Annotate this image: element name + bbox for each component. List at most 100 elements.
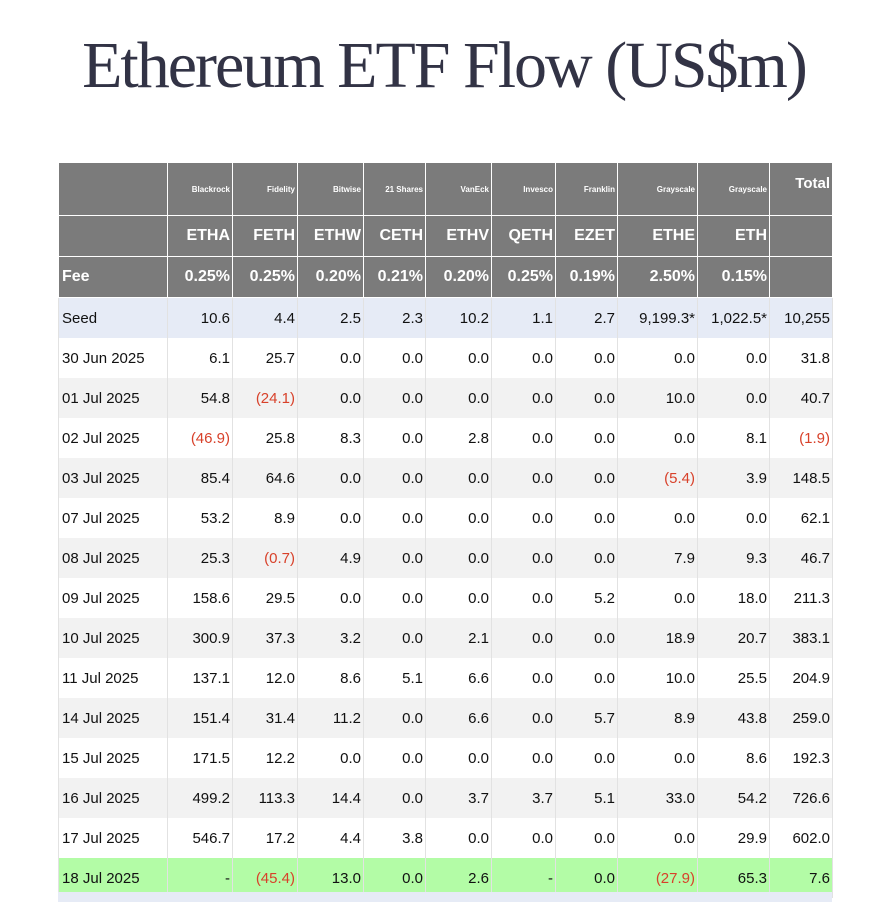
flow-cell: 0.0	[425, 538, 492, 578]
table-row: 30 Jun 2025 6.1 25.7 0.0 0.0 0.0 0.0 0.0 0.0 0.0 3…	[58, 338, 833, 378]
flow-cell: 5.2	[555, 578, 618, 618]
flow-cell: 0.0	[491, 658, 556, 698]
flow-cell: 0.0	[491, 818, 556, 858]
row-label: 17 Jul 2025	[58, 818, 168, 858]
row-label: 09 Jul 2025	[58, 578, 168, 618]
flow-cell: 64.6	[232, 458, 298, 498]
table-row: 18 Jul 2025- (45.4) 13.0 0.0 2.6-0.0 (27.9) 65…	[58, 858, 833, 898]
flow-cell: 29.9	[697, 818, 770, 858]
flow-cell: 18.9	[617, 618, 698, 658]
flow-cell: 151.4	[167, 698, 233, 738]
fee-header-row: Fee 0.25% 0.25% 0.20% 0.21% 0.20% 0.25% …	[58, 256, 833, 298]
table-row: 16 Jul 2025 499.2 113.3 14.4 0.0 3.7 3.7 5.1 33.…	[58, 778, 833, 818]
flow-cell: 10.0	[617, 658, 698, 698]
flow-cell: 0.0	[363, 618, 426, 658]
fee-value: 0.15%	[697, 256, 770, 298]
flow-cell: 137.1	[167, 658, 233, 698]
etf-flow-table: Blackrock Fidelity Bitwise 21 Shares Van…	[58, 162, 833, 898]
flow-cell: 0.0	[491, 338, 556, 378]
flow-cell: 6.6	[425, 658, 492, 698]
fee-value	[769, 256, 833, 298]
flow-cell: 0.0	[297, 738, 364, 778]
row-label: Seed	[58, 297, 168, 338]
flow-cell: 65.3	[697, 858, 770, 898]
flow-cell: 0.0	[555, 538, 618, 578]
fee-value: 0.20%	[425, 256, 492, 298]
flow-cell: 0.0	[425, 738, 492, 778]
ticker-header: FETH	[232, 215, 298, 257]
total-cell: 259.0	[769, 698, 833, 738]
total-cell: 62.1	[769, 498, 833, 538]
flow-cell: 0.0	[297, 578, 364, 618]
flow-cell: (46.9)	[167, 418, 233, 458]
fee-label: Fee	[58, 256, 168, 298]
flow-cell: 17.2	[232, 818, 298, 858]
issuer-header-row: Blackrock Fidelity Bitwise 21 Shares Van…	[58, 162, 833, 216]
flow-cell: (0.7)	[232, 538, 298, 578]
flow-cell: 8.1	[697, 418, 770, 458]
flow-cell: 37.3	[232, 618, 298, 658]
fee-value: 0.25%	[232, 256, 298, 298]
flow-cell: 0.0	[555, 498, 618, 538]
flow-cell: 8.6	[297, 658, 364, 698]
flow-cell: 33.0	[617, 778, 698, 818]
flow-cell: 85.4	[167, 458, 233, 498]
total-cell: 602.0	[769, 818, 833, 858]
issuer-header: Franklin	[555, 162, 618, 216]
flow-cell: 0.0	[363, 458, 426, 498]
flow-cell: 10.0	[617, 378, 698, 418]
fee-value: 0.25%	[491, 256, 556, 298]
flow-cell: 18.0	[697, 578, 770, 618]
seed-row: Seed 10.6 4.4 2.5 2.3 10.2 1.1 2.7 9,199.3* 1,022…	[58, 297, 833, 338]
flow-cell: 0.0	[617, 578, 698, 618]
flow-cell: 0.0	[425, 338, 492, 378]
table-row: 11 Jul 2025 137.1 12.0 8.6 5.1 6.6 0.0 0.0 10.0 2…	[58, 658, 833, 698]
total-cell: 46.7	[769, 538, 833, 578]
flow-cell: 0.0	[363, 578, 426, 618]
flow-cell: 0.0	[363, 538, 426, 578]
issuer-header: Grayscale	[697, 162, 770, 216]
flow-cell: 10.6	[167, 297, 233, 338]
flow-cell: 0.0	[555, 458, 618, 498]
flow-cell: 0.0	[297, 378, 364, 418]
row-label: 11 Jul 2025	[58, 658, 168, 698]
row-label: 30 Jun 2025	[58, 338, 168, 378]
flow-cell: 3.7	[491, 778, 556, 818]
table-row: 09 Jul 2025 158.6 29.5 0.0 0.0 0.0 0.0 5.2 0.0 18…	[58, 578, 833, 618]
flow-cell: 2.6	[425, 858, 492, 898]
flow-cell: 12.2	[232, 738, 298, 778]
total-cell: 148.5	[769, 458, 833, 498]
flow-cell: 1.1	[491, 297, 556, 338]
issuer-header: Invesco	[491, 162, 556, 216]
flow-cell: 14.4	[297, 778, 364, 818]
flow-cell: 6.6	[425, 698, 492, 738]
flow-cell: 0.0	[363, 498, 426, 538]
issuer-header: Fidelity	[232, 162, 298, 216]
flow-cell: 0.0	[555, 378, 618, 418]
flow-cell: 0.0	[425, 578, 492, 618]
total-cell: 726.6	[769, 778, 833, 818]
fee-value: 0.19%	[555, 256, 618, 298]
flow-cell: 0.0	[617, 738, 698, 778]
issuer-header: 21 Shares	[363, 162, 426, 216]
flow-cell: 31.4	[232, 698, 298, 738]
flow-cell: 0.0	[363, 778, 426, 818]
flow-cell: 2.5	[297, 297, 364, 338]
flow-cell: 1,022.5*	[697, 297, 770, 338]
row-label: 03 Jul 2025	[58, 458, 168, 498]
flow-cell: 3.8	[363, 818, 426, 858]
total-cell: 40.7	[769, 378, 833, 418]
flow-cell: 0.0	[363, 338, 426, 378]
flow-cell: 13.0	[297, 858, 364, 898]
table-row: 03 Jul 2025 85.4 64.6 0.0 0.0 0.0 0.0 0.0 (5.4) 3…	[58, 458, 833, 498]
flow-cell: 171.5	[167, 738, 233, 778]
page-title: Ethereum ETF Flow (US$m)	[82, 29, 808, 102]
flow-cell: 2.7	[555, 297, 618, 338]
flow-cell: 0.0	[697, 338, 770, 378]
row-label: 07 Jul 2025	[58, 498, 168, 538]
flow-cell: 0.0	[555, 338, 618, 378]
flow-cell: 499.2	[167, 778, 233, 818]
flow-cell: 2.8	[425, 418, 492, 458]
flow-cell: (5.4)	[617, 458, 698, 498]
ticker-header-row: ETHA FETH ETHW CETH ETHV QETH EZET ETHE …	[58, 215, 833, 257]
